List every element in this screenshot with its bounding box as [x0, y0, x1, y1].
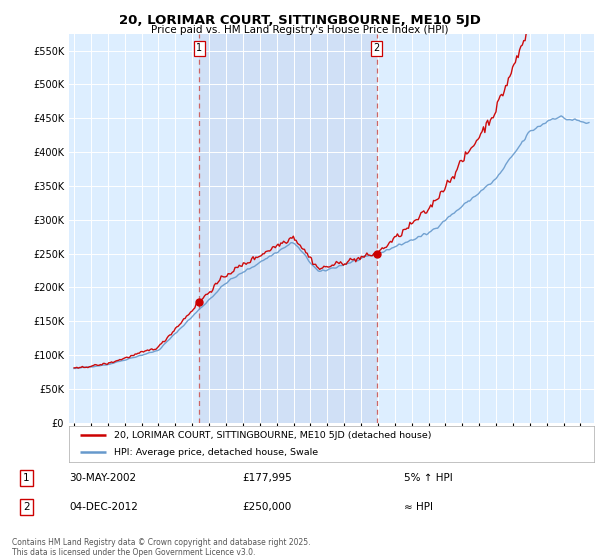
Text: ≈ HPI: ≈ HPI: [404, 502, 433, 512]
Text: HPI: Average price, detached house, Swale: HPI: Average price, detached house, Swal…: [113, 447, 318, 456]
Bar: [199, 34, 377, 423]
Text: Price paid vs. HM Land Registry's House Price Index (HPI): Price paid vs. HM Land Registry's House …: [151, 25, 449, 35]
Text: 1: 1: [23, 473, 30, 483]
Text: £177,995: £177,995: [242, 473, 292, 483]
Text: 2: 2: [23, 502, 30, 512]
Text: 04-DEC-2012: 04-DEC-2012: [70, 502, 139, 512]
Text: 20, LORIMAR COURT, SITTINGBOURNE, ME10 5JD: 20, LORIMAR COURT, SITTINGBOURNE, ME10 5…: [119, 14, 481, 27]
Text: 2: 2: [373, 43, 380, 53]
Text: 5% ↑ HPI: 5% ↑ HPI: [404, 473, 452, 483]
Text: 1: 1: [196, 43, 202, 53]
Text: £250,000: £250,000: [242, 502, 292, 512]
Text: Contains HM Land Registry data © Crown copyright and database right 2025.
This d: Contains HM Land Registry data © Crown c…: [12, 538, 311, 557]
Text: 20, LORIMAR COURT, SITTINGBOURNE, ME10 5JD (detached house): 20, LORIMAR COURT, SITTINGBOURNE, ME10 5…: [113, 431, 431, 440]
Text: 30-MAY-2002: 30-MAY-2002: [70, 473, 137, 483]
